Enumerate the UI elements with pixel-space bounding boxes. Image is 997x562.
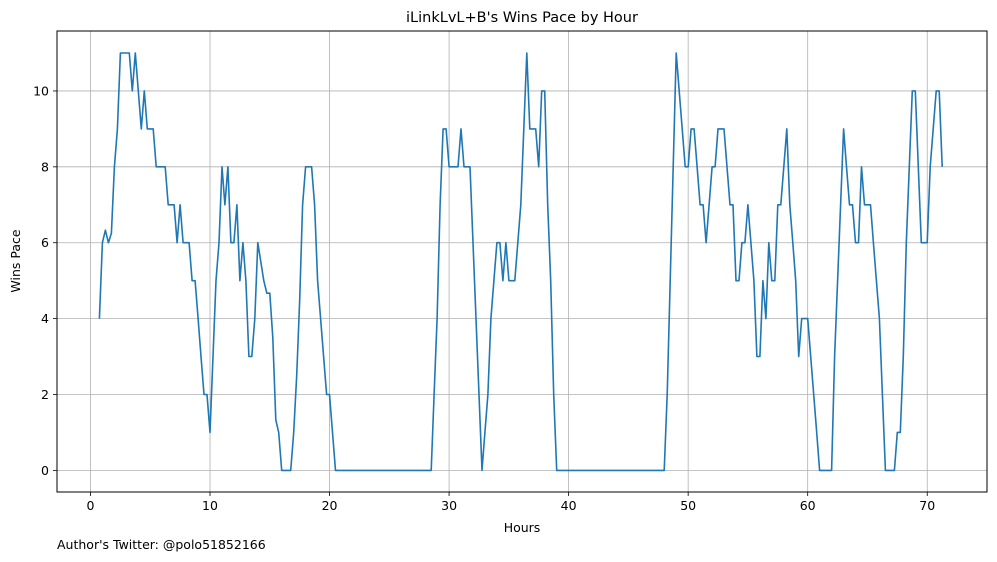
x-tick-label: 70: [919, 498, 935, 513]
x-tick-label: 40: [561, 498, 577, 513]
y-tick-label: 8: [41, 159, 49, 174]
ticks: 0 10 20 30 40 50 60 70 0 2 4 6 8 10: [33, 83, 935, 513]
x-tick-label: 60: [800, 498, 816, 513]
x-tick-label: 10: [202, 498, 218, 513]
y-axis-label: Wins Pace: [8, 229, 23, 292]
grid: [57, 31, 987, 492]
y-tick-label: 2: [41, 387, 49, 402]
series-layer: [98, 52, 943, 472]
author-note: Author's Twitter: @polo51852166: [57, 537, 266, 552]
x-tick-label: 20: [322, 498, 338, 513]
x-tick-label: 30: [441, 498, 457, 513]
chart-title: iLinkLvL+B's Wins Pace by Hour: [406, 10, 638, 26]
y-tick-label: 0: [41, 463, 49, 478]
x-tick-label: 50: [680, 498, 696, 513]
x-tick-label: 0: [86, 498, 94, 513]
y-tick-label: 6: [41, 235, 49, 250]
y-tick-label: 4: [41, 311, 49, 326]
plot-frame: [56, 30, 988, 493]
x-axis-label: Hours: [504, 520, 541, 535]
series-line-wins-pace: [98, 52, 943, 472]
y-tick-label: 10: [33, 83, 49, 98]
